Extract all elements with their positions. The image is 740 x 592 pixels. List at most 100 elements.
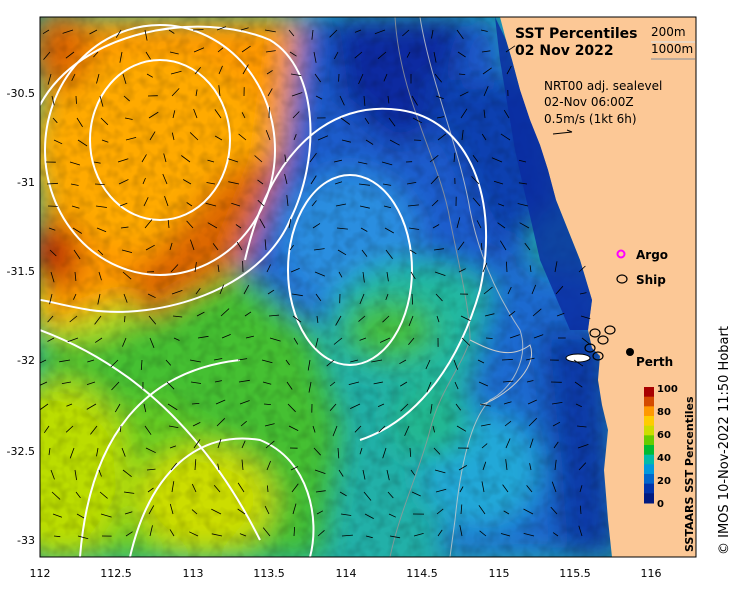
current-scale-label: 0.5m/s (1kt 6h) xyxy=(544,112,637,126)
current-arrow xyxy=(291,293,303,297)
current-arrow xyxy=(264,29,276,33)
current-arrow xyxy=(431,29,434,39)
current-arrow xyxy=(146,73,153,78)
current-arrow xyxy=(162,173,168,185)
x-tick-label: 112 xyxy=(30,567,51,580)
current-arrow xyxy=(338,271,343,278)
current-arrow xyxy=(371,359,383,363)
current-arrow xyxy=(526,380,534,383)
x-axis: 112 112.5 113 113.5 114 114.5 115 115.5 … xyxy=(30,567,662,580)
current-arrow xyxy=(65,425,74,433)
imos-credit: © IMOS 10-Nov-2022 11:50 Hobart xyxy=(717,326,732,555)
current-arrow xyxy=(90,425,98,435)
current-arrow xyxy=(97,293,101,305)
current-arrow xyxy=(167,403,178,411)
colorbar-swatch xyxy=(644,454,654,465)
current-arrow xyxy=(362,469,366,480)
current-arrow xyxy=(429,154,439,163)
depth-legend-1000m: 1000m xyxy=(651,42,693,56)
current-arrow xyxy=(48,447,51,456)
current-arrow xyxy=(48,227,56,231)
current-arrow xyxy=(231,202,241,207)
current-arrow xyxy=(493,180,504,185)
current-arrow xyxy=(477,359,485,364)
current-arrow xyxy=(341,139,351,143)
depth-contour-200m xyxy=(419,17,524,557)
current-arrow xyxy=(169,503,174,515)
current-arrow xyxy=(385,293,389,301)
current-arrow xyxy=(533,334,544,339)
plot-frame xyxy=(39,16,697,558)
y-tick-label: -32.5 xyxy=(7,445,35,458)
current-arrow xyxy=(432,425,435,433)
current-arrow xyxy=(459,486,464,493)
y-tick-label: -31.5 xyxy=(7,265,35,278)
current-arrow xyxy=(329,403,337,412)
current-arrow xyxy=(101,139,109,143)
current-arrow xyxy=(314,469,326,474)
current-arrow xyxy=(239,533,247,537)
current-arrow xyxy=(147,487,154,493)
current-arrow xyxy=(146,468,156,471)
current-arrow xyxy=(144,29,148,41)
y-axis: -30.5 -31 -31.5 -32 -32.5 -33 xyxy=(7,87,35,547)
current-arrow xyxy=(507,286,512,295)
current-arrow xyxy=(481,50,491,53)
current-arrow xyxy=(382,315,390,323)
current-arrow xyxy=(167,219,170,229)
current-arrow xyxy=(168,29,175,34)
current-arrow xyxy=(173,337,180,341)
current-arrow xyxy=(316,510,324,515)
current-arrow xyxy=(87,359,95,363)
current-arrow xyxy=(141,154,147,163)
current-arrow xyxy=(124,315,126,323)
current-arrow xyxy=(121,447,126,457)
x-tick-label: 114 xyxy=(336,567,357,580)
current-arrow xyxy=(358,183,370,186)
y-tick-label: -32 xyxy=(17,354,35,367)
current-arrow xyxy=(293,526,295,537)
current-arrow xyxy=(433,51,437,63)
current-arrow xyxy=(436,508,444,515)
current-arrow xyxy=(399,359,407,365)
current-arrow xyxy=(432,224,440,229)
current-arrow xyxy=(359,337,367,341)
current-arrow xyxy=(239,400,250,405)
current-arrow xyxy=(98,271,102,281)
current-arrow xyxy=(499,240,507,251)
current-arrow xyxy=(183,179,192,185)
current-arrow xyxy=(100,117,109,126)
current-arrow xyxy=(578,265,586,273)
current-arrow xyxy=(506,65,512,75)
current-arrow xyxy=(357,161,368,165)
current-arrow xyxy=(435,488,447,493)
current-arrow xyxy=(482,67,492,75)
current-arrow xyxy=(100,513,112,518)
argo-marker xyxy=(616,249,626,259)
current-arrow xyxy=(264,239,267,251)
current-arrow xyxy=(480,423,491,427)
current-arrow xyxy=(579,292,587,295)
current-arrow xyxy=(435,95,444,100)
current-arrow xyxy=(142,177,146,185)
current-arrow xyxy=(573,359,584,367)
current-arrow xyxy=(194,66,202,75)
current-arrow xyxy=(551,402,563,405)
colorbar-tick: 0 xyxy=(657,499,664,510)
current-arrow xyxy=(523,533,535,537)
current-arrow xyxy=(59,359,71,363)
current-arrow xyxy=(402,29,410,37)
colorbar-swatch xyxy=(644,425,654,436)
current-arrow xyxy=(51,491,61,500)
current-arrow xyxy=(456,217,461,229)
x-tick-label: 112.5 xyxy=(100,567,132,580)
current-arrow xyxy=(524,242,531,251)
current-arrow xyxy=(317,529,325,537)
current-arrow xyxy=(259,218,266,229)
current-arrow xyxy=(361,249,368,257)
current-arrow xyxy=(94,183,105,185)
current-arrow xyxy=(386,271,389,282)
current-arrow xyxy=(482,461,487,471)
current-arrow xyxy=(288,425,299,431)
current-arrow xyxy=(312,223,321,229)
